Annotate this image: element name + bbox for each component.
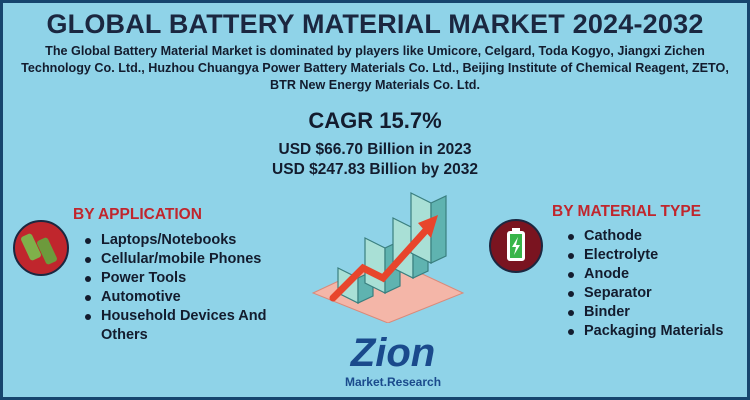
material-list: Cathode Electrolyte Anode Separator Binder Pa… <box>566 227 723 341</box>
material-item: Separator <box>566 284 723 303</box>
application-item: Household Devices And Others <box>83 307 293 345</box>
material-item: Packaging Materials <box>566 322 723 341</box>
application-item: Power Tools <box>83 269 293 288</box>
application-item: Automotive <box>83 288 293 307</box>
cagr: CAGR 15.7% <box>308 108 442 133</box>
application-item: Cellular/mobile Phones <box>83 250 293 269</box>
market-value: USD $247.83 Billion by 2032 <box>272 161 478 178</box>
material-item: Electrolyte <box>566 246 723 265</box>
description: The Global Battery Material Market is do… <box>21 44 729 92</box>
material-item: Anode <box>566 265 723 284</box>
market-values: USD $66.70 Billion in 2023 USD $247.83 Bi… <box>3 140 747 180</box>
material-icon <box>489 219 543 273</box>
application-list: Laptops/Notebooks Cellular/mobile Phones P… <box>83 231 293 345</box>
market-value: USD $66.70 Billion in 2023 <box>278 141 472 158</box>
application-heading: BY APPLICATION <box>73 206 202 223</box>
material-heading: BY MATERIAL TYPE <box>552 203 701 220</box>
title: GLOBAL BATTERY MATERIAL MARKET 2024-2032 <box>46 9 704 39</box>
application-item: Laptops/Notebooks <box>83 231 293 250</box>
logo-subtitle: Market.Research <box>344 375 442 389</box>
application-icon <box>13 220 69 276</box>
material-item: Cathode <box>566 227 723 246</box>
logo-name: Zion <box>350 331 436 375</box>
growth-illustration <box>311 192 465 323</box>
material-item: Binder <box>566 303 723 322</box>
